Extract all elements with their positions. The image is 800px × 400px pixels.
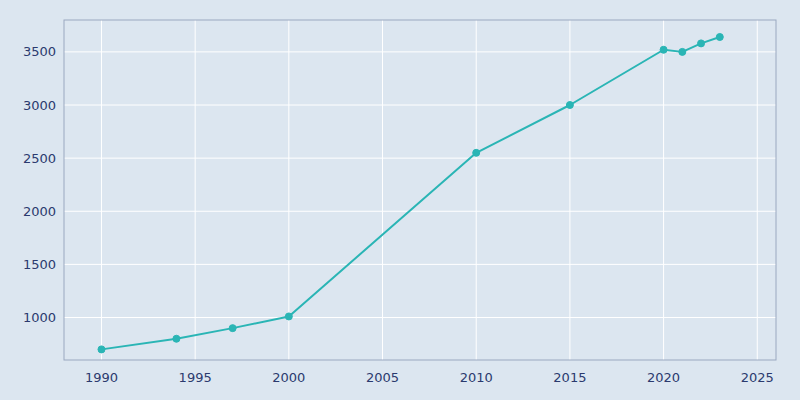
y-tick-label: 3000 <box>23 98 56 113</box>
x-tick-label: 2000 <box>272 370 305 385</box>
point <box>285 313 292 320</box>
chart: 1990 1995 2000 2005 2010 2015 2020 2025 1000 1500… <box>0 0 800 400</box>
series <box>98 34 723 353</box>
point <box>229 325 236 332</box>
x-tick-label: 2010 <box>460 370 493 385</box>
chart-container: 1990 1995 2000 2005 2010 2015 2020 2025 1000 1500… <box>0 0 800 400</box>
x-grid-line <box>569 20 570 360</box>
point <box>173 335 180 342</box>
point <box>566 102 573 109</box>
y-tick-label: 3500 <box>23 44 56 59</box>
x-tick-label: 2015 <box>553 370 586 385</box>
x-grid-line <box>288 20 289 360</box>
x-tick-label: 2025 <box>741 370 774 385</box>
point <box>660 46 667 53</box>
y-grid-line <box>64 264 776 265</box>
y-tick-label: 1000 <box>23 310 56 325</box>
x-grid-line <box>757 20 758 360</box>
plot-background <box>64 20 776 360</box>
line <box>101 37 719 349</box>
y-tick-label: 2500 <box>23 151 56 166</box>
x-tick-label: 1990 <box>85 370 118 385</box>
grid <box>64 20 776 360</box>
x-tick-label: 1995 <box>179 370 212 385</box>
y-grid-line <box>64 51 776 52</box>
x-tick-label: 2020 <box>647 370 680 385</box>
x-grid-line <box>663 20 664 360</box>
axes: 1990 1995 2000 2005 2010 2015 2020 2025 1000 1500… <box>23 44 774 385</box>
point <box>98 346 105 353</box>
plot-frame <box>64 20 776 360</box>
x-grid-line <box>476 20 477 360</box>
x-tick-label: 2005 <box>366 370 399 385</box>
point <box>698 40 705 47</box>
y-tick-label: 2000 <box>23 204 56 219</box>
point <box>679 48 686 55</box>
y-grid-line <box>64 105 776 106</box>
y-tick-label: 1500 <box>23 257 56 272</box>
point <box>716 34 723 41</box>
y-grid-line <box>64 158 776 159</box>
x-grid-line <box>382 20 383 360</box>
x-grid-line <box>101 20 102 360</box>
point <box>473 149 480 156</box>
x-grid-line <box>195 20 196 360</box>
y-grid-line <box>64 211 776 212</box>
y-grid-line <box>64 317 776 318</box>
